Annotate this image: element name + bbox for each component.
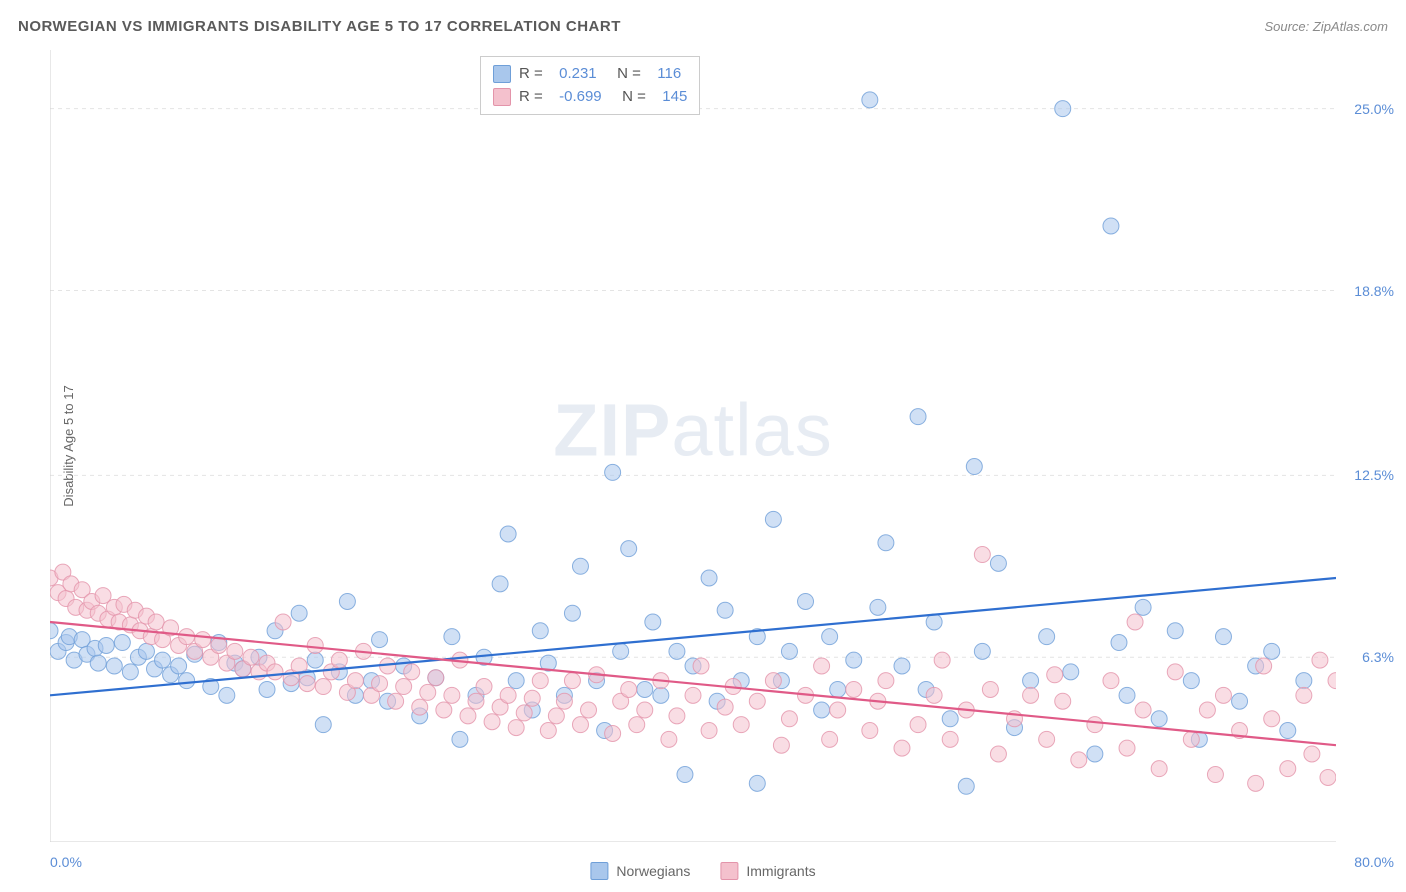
stats-row: R = -0.699 N = 145 <box>493 86 687 109</box>
legend-swatch <box>590 862 608 880</box>
legend-swatch <box>720 862 738 880</box>
chart-title: NORWEGIAN VS IMMIGRANTS DISABILITY AGE 5… <box>18 18 621 35</box>
y-tick-label: 18.8% <box>1354 283 1394 299</box>
scatter-chart-svg <box>50 50 1336 842</box>
y-tick-label: 6.3% <box>1362 649 1394 665</box>
y-tick-label: 25.0% <box>1354 101 1394 117</box>
legend-item: Norwegians <box>590 862 690 880</box>
legend-item: Immigrants <box>720 862 815 880</box>
chart-header: NORWEGIAN VS IMMIGRANTS DISABILITY AGE 5… <box>18 18 1388 35</box>
x-tick-label: 0.0% <box>50 854 82 870</box>
bottom-legend: Norwegians Immigrants <box>590 862 815 880</box>
stats-row: R = 0.231 N = 116 <box>493 63 687 86</box>
y-tick-label: 12.5% <box>1354 467 1394 483</box>
correlation-stats-box: R = 0.231 N = 116R = -0.699 N = 145 <box>480 56 700 115</box>
plot-area: ZIPatlas R = 0.231 N = 116R = -0.699 N =… <box>50 50 1336 842</box>
legend-swatch <box>493 88 511 106</box>
legend-swatch <box>493 65 511 83</box>
chart-source: Source: ZipAtlas.com <box>1264 19 1388 34</box>
x-tick-label: 80.0% <box>1354 854 1394 870</box>
